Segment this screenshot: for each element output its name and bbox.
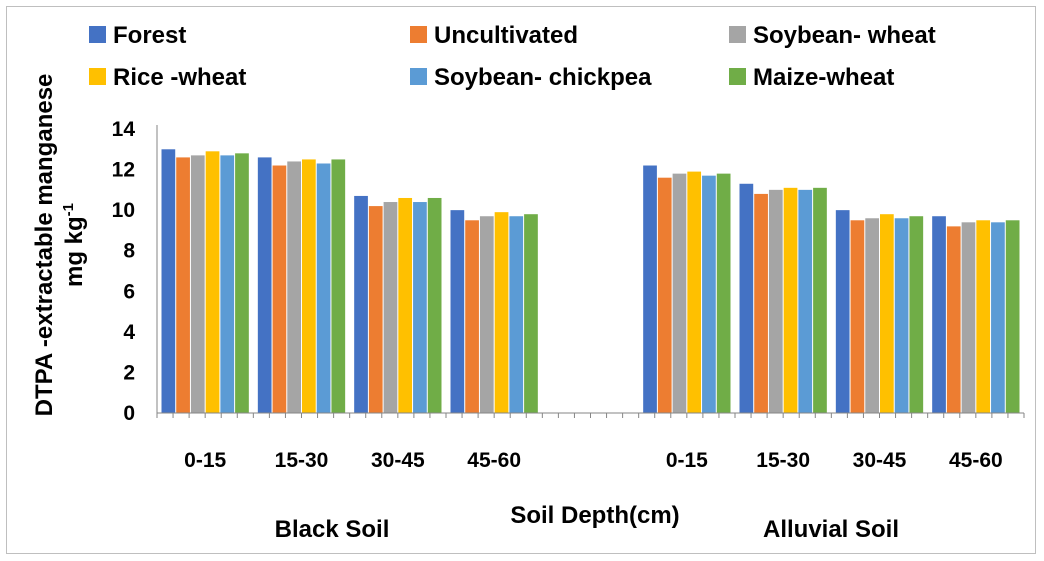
bar-soybean-chickpea — [316, 163, 331, 413]
bar-rice-wheat — [687, 171, 702, 413]
y-axis-unit-exponent: -1 — [60, 203, 77, 216]
y-axis-unit: mg kg — [61, 216, 88, 287]
bar-uncultivated — [368, 206, 383, 413]
bar-soybean-wheat — [961, 222, 976, 413]
x-tick-label: 30-45 — [371, 449, 425, 472]
y-axis: 0 2 4 6 8 10 12 14 — [112, 118, 158, 425]
bars — [161, 149, 1020, 414]
bar-uncultivated — [850, 220, 865, 413]
bar-uncultivated — [657, 177, 672, 413]
bar-uncultivated — [272, 165, 287, 413]
bar-rice-wheat — [783, 187, 798, 413]
chart-frame: Forest Uncultivated Soybean- wheat Rice -wh… — [6, 6, 1036, 554]
legend-label-soybean-wheat: Soybean- wheat — [753, 22, 936, 49]
bar-forest — [932, 216, 946, 413]
group-label-alluvial-soil: Alluvial Soil — [763, 516, 899, 543]
y-tick-label: 12 — [112, 159, 135, 182]
y-axis-title-line-2: mg kg-1 — [60, 203, 88, 287]
group-label-black-soil: Black Soil — [275, 516, 390, 543]
bar-forest — [450, 210, 465, 413]
y-tick-label: 0 — [123, 402, 135, 425]
legend-swatch-soybean-wheat — [729, 26, 746, 43]
bar-maize-wheat — [909, 216, 924, 413]
x-axis: 0-15 15-30 30-45 45-60 0-15 15-30 30-45 45-60 — [156, 412, 1025, 472]
legend-swatch-rice-wheat — [89, 68, 106, 85]
legend-label-rice-wheat: Rice -wheat — [113, 64, 246, 91]
bar-maize-wheat — [427, 197, 442, 413]
bar-uncultivated — [176, 157, 190, 413]
bar-maize-wheat — [524, 214, 538, 413]
bar-maize-wheat — [1005, 220, 1020, 413]
x-tick-label: 30-45 — [853, 449, 907, 472]
bar-soybean-chickpea — [798, 189, 813, 413]
x-tick-label: 15-30 — [756, 449, 810, 472]
bar-rice-wheat — [976, 220, 991, 413]
bar-soybean-wheat — [865, 218, 879, 413]
bar-soybean-wheat — [479, 216, 494, 413]
legend-label-uncultivated: Uncultivated — [434, 22, 578, 49]
legend-label-soybean-chickpea: Soybean- chickpea — [434, 64, 652, 91]
bar-soybean-chickpea — [991, 222, 1005, 413]
x-tick-label: 15-30 — [275, 449, 329, 472]
bar-soybean-wheat — [672, 173, 687, 413]
bar-rice-wheat — [398, 197, 413, 413]
bar-forest — [739, 183, 754, 413]
legend: Forest Uncultivated Soybean- wheat Rice -wh… — [89, 22, 936, 91]
bar-maize-wheat — [235, 153, 249, 413]
bar-soybean-wheat — [768, 189, 783, 413]
y-tick-label: 14 — [112, 118, 136, 141]
y-tick-label: 8 — [123, 240, 135, 263]
x-axis-title: Soil Depth(cm) — [510, 502, 679, 529]
bar-forest — [643, 165, 657, 413]
bar-maize-wheat — [716, 173, 731, 413]
x-tick-label: 0-15 — [184, 449, 226, 472]
bar-maize-wheat — [331, 159, 346, 413]
y-tick-label: 6 — [123, 280, 135, 303]
bar-rice-wheat — [880, 214, 894, 413]
x-tick-label: 45-60 — [467, 449, 521, 472]
y-tick-label: 10 — [112, 199, 135, 222]
bar-soybean-chickpea — [509, 216, 524, 413]
x-tick-label: 45-60 — [949, 449, 1003, 472]
bar-soybean-wheat — [287, 161, 301, 413]
legend-swatch-maize-wheat — [729, 68, 746, 85]
y-tick-label: 4 — [123, 321, 135, 344]
bar-soybean-chickpea — [702, 175, 716, 413]
bar-forest — [835, 210, 850, 413]
bar-soybean-wheat — [383, 202, 398, 413]
x-tick-label: 0-15 — [666, 449, 708, 472]
y-tick-label: 2 — [123, 361, 135, 384]
bar-forest — [354, 195, 368, 413]
bar-uncultivated — [946, 226, 961, 413]
legend-swatch-soybean-chickpea — [410, 68, 427, 85]
bar-soybean-chickpea — [894, 218, 909, 413]
bar-maize-wheat — [813, 187, 827, 413]
bar-rice-wheat — [302, 159, 316, 413]
bar-chart: Forest Uncultivated Soybean- wheat Rice -wh… — [31, 22, 1025, 543]
legend-swatch-uncultivated — [410, 26, 427, 43]
legend-swatch-forest — [89, 26, 106, 43]
bar-rice-wheat — [205, 151, 220, 413]
bar-soybean-chickpea — [220, 155, 235, 413]
legend-label-forest: Forest — [113, 22, 186, 49]
bar-forest — [161, 149, 176, 414]
legend-label-maize-wheat: Maize-wheat — [753, 64, 894, 91]
y-axis-title-line-1: DTPA -extractable manganese — [31, 74, 58, 417]
bar-forest — [257, 157, 272, 413]
bar-uncultivated — [754, 193, 768, 413]
bar-uncultivated — [465, 220, 479, 413]
bar-rice-wheat — [494, 212, 509, 413]
bar-soybean-wheat — [190, 155, 205, 413]
bar-soybean-chickpea — [413, 202, 427, 413]
